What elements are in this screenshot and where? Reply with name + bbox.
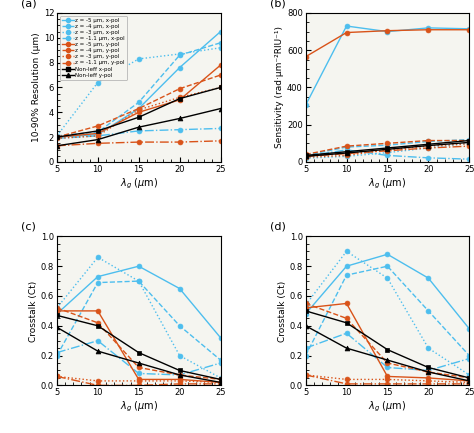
Y-axis label: 10-90% Resolution (μm): 10-90% Resolution (μm) xyxy=(32,32,41,142)
X-axis label: $\lambda_g$ ($\mu$m): $\lambda_g$ ($\mu$m) xyxy=(368,400,407,414)
Text: (a): (a) xyxy=(21,0,36,9)
Y-axis label: Crosstalk (Ct): Crosstalk (Ct) xyxy=(29,280,38,342)
X-axis label: $\lambda_g$ ($\mu$m): $\lambda_g$ ($\mu$m) xyxy=(119,177,158,191)
Text: (b): (b) xyxy=(270,0,285,9)
X-axis label: $\lambda_g$ ($\mu$m): $\lambda_g$ ($\mu$m) xyxy=(119,400,158,414)
X-axis label: $\lambda_g$ ($\mu$m): $\lambda_g$ ($\mu$m) xyxy=(368,177,407,191)
Legend: z = -5 μm, x-pol, z = -4 μm, x-pol, z = -3 μm, x-pol, z = -1.1 μm, x-pol, z = -5: z = -5 μm, x-pol, z = -4 μm, x-pol, z = … xyxy=(60,16,127,80)
Text: (d): (d) xyxy=(270,222,285,232)
Y-axis label: Sensitivity (rad·μm⁻²RIU⁻¹): Sensitivity (rad·μm⁻²RIU⁻¹) xyxy=(275,26,284,149)
Y-axis label: Crosstalk (Ct): Crosstalk (Ct) xyxy=(278,280,287,342)
Text: (c): (c) xyxy=(21,222,36,232)
